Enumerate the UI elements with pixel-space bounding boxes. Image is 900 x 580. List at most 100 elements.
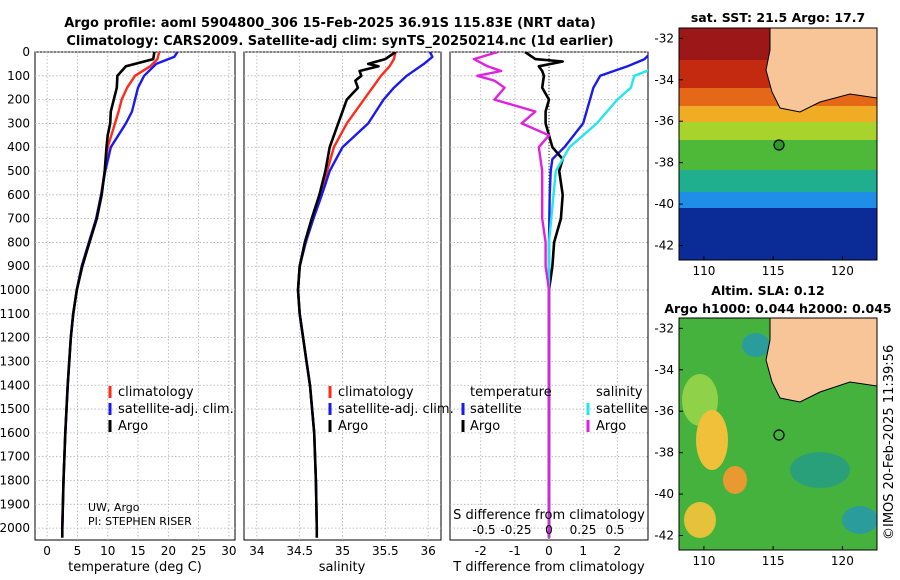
legend-label-climatology: climatology bbox=[118, 385, 194, 400]
x-tick-label: 1 bbox=[579, 544, 587, 558]
map2-axes: -32 -34 -36 -38 -40 -42 110 115 120 bbox=[654, 321, 853, 568]
sla-anomaly bbox=[742, 333, 770, 357]
lat-tick-label: -32 bbox=[654, 31, 674, 45]
lon-tick-label: 110 bbox=[692, 554, 715, 568]
sla-anomaly bbox=[842, 506, 877, 534]
lat-tick-label: -40 bbox=[654, 487, 674, 501]
x-tick-label: 35 bbox=[335, 544, 350, 558]
temperature-panel bbox=[34, 51, 236, 541]
lat-tick-label: -42 bbox=[654, 529, 674, 543]
map1-title: sat. SST: 21.5 Argo: 17.7 bbox=[691, 10, 865, 25]
x-tick-label: 34.5 bbox=[286, 544, 313, 558]
legend-label-satellite: satellite-adj. clim. bbox=[118, 402, 234, 417]
x-tick-label: 10 bbox=[100, 544, 115, 558]
depth-tick-label: 700 bbox=[7, 212, 30, 226]
lat-tick-label: -36 bbox=[654, 404, 674, 418]
lon-tick-label: 115 bbox=[762, 264, 785, 278]
depth-tick-label: 1800 bbox=[0, 473, 30, 487]
s-tick: 0.25 bbox=[570, 523, 597, 537]
attribution-line1: UW, Argo bbox=[88, 501, 140, 514]
depth-tick-label: 0 bbox=[22, 45, 30, 59]
temperature-legend: climatology satellite-adj. clim. Argo bbox=[108, 385, 234, 434]
imos-watermark: ©IMOS 20-Feb-2025 11:39:56 bbox=[882, 345, 897, 540]
legend-head-temperature: temperature bbox=[470, 385, 552, 400]
difference-xlabel: T difference from climatology bbox=[452, 560, 645, 575]
sst-map bbox=[679, 28, 877, 260]
series-line-argo bbox=[61, 52, 156, 538]
attribution-line2: PI: STEPHEN RISER bbox=[88, 515, 192, 528]
depth-tick-label: 900 bbox=[7, 259, 30, 273]
x-tick-label: 5 bbox=[74, 544, 82, 558]
depth-tick-label: 100 bbox=[7, 69, 30, 83]
x-tick-label: -2 bbox=[475, 544, 487, 558]
map1-frame bbox=[678, 27, 878, 261]
temperature-xlabel: temperature (deg C) bbox=[68, 560, 202, 575]
land-mass bbox=[765, 28, 877, 113]
map1-axes: -32 -34 -36 -38 -40 -42 110 115 120 bbox=[654, 31, 853, 278]
land-mass bbox=[765, 318, 877, 403]
s-tick: -0.5 bbox=[472, 523, 495, 537]
lon-tick-label: 120 bbox=[831, 554, 854, 568]
depth-tick-label: 500 bbox=[7, 164, 30, 178]
sst-band bbox=[679, 170, 877, 192]
legend-label-argo: Argo bbox=[338, 419, 368, 434]
legend-label-argo: Argo bbox=[118, 419, 148, 434]
argo-position-marker bbox=[773, 139, 785, 151]
sst-band bbox=[679, 192, 877, 208]
legend-label-climatology: climatology bbox=[338, 385, 414, 400]
lat-tick-label: -42 bbox=[654, 239, 674, 253]
depth-tick-label: 1700 bbox=[0, 450, 30, 464]
series-line-salinity-argo bbox=[472, 52, 551, 538]
x-tick-label: 0 bbox=[545, 544, 553, 558]
map2-title-line1: Altim. SLA: 0.12 bbox=[711, 283, 824, 298]
lon-tick-label: 120 bbox=[831, 264, 854, 278]
s-difference-label: S difference from climatology bbox=[453, 508, 645, 523]
depth-tick-label: 1600 bbox=[0, 426, 30, 440]
sla-anomaly bbox=[684, 502, 716, 538]
s-tick: 0.5 bbox=[605, 523, 624, 537]
sla-anomaly bbox=[723, 466, 747, 494]
x-tick-label: 34 bbox=[249, 544, 264, 558]
x-tick-label: 36 bbox=[421, 544, 436, 558]
lat-tick-label: -32 bbox=[654, 321, 674, 335]
map2-title-line2: Argo h1000: 0.044 h2000: 0.045 bbox=[664, 301, 891, 316]
legend-label-sal-satellite: satellite bbox=[596, 402, 648, 417]
s-tick: -0.25 bbox=[500, 523, 531, 537]
sla-map bbox=[679, 318, 877, 550]
figure-title-line1: Argo profile: aoml 5904800_306 15-Feb-20… bbox=[64, 16, 596, 31]
difference-legend: temperature salinity satellite Argo sate… bbox=[461, 385, 648, 434]
s-tick: 0 bbox=[545, 523, 553, 537]
x-tick-label: -1 bbox=[509, 544, 521, 558]
x-tick-label: 35.5 bbox=[372, 544, 399, 558]
legend-label-sal-argo: Argo bbox=[596, 419, 626, 434]
depth-tick-label: 1100 bbox=[0, 307, 30, 321]
depth-tick-label: 1900 bbox=[0, 497, 30, 511]
lon-tick-label: 115 bbox=[762, 554, 785, 568]
map2-frame bbox=[678, 317, 878, 551]
lon-tick-label: 110 bbox=[692, 264, 715, 278]
salinity-legend: climatology satellite-adj. clim. Argo bbox=[328, 385, 454, 434]
sla-anomaly bbox=[790, 452, 850, 488]
x-tick-label: 30 bbox=[221, 544, 236, 558]
x-tick-label: 20 bbox=[161, 544, 176, 558]
sst-band bbox=[679, 208, 877, 260]
argo-position-marker bbox=[773, 429, 785, 441]
depth-tick-label: 1400 bbox=[0, 378, 30, 392]
lat-tick-label: -34 bbox=[654, 363, 674, 377]
lat-tick-label: -40 bbox=[654, 197, 674, 211]
depth-tick-label: 2000 bbox=[0, 521, 30, 535]
depth-tick-label: 1000 bbox=[0, 283, 30, 297]
depth-tick-label: 800 bbox=[7, 235, 30, 249]
lat-tick-label: -34 bbox=[654, 73, 674, 87]
s-difference-ticks: -0.5 -0.25 0 0.25 0.5 bbox=[472, 523, 624, 537]
legend-head-salinity: salinity bbox=[596, 385, 643, 400]
sla-anomaly bbox=[696, 410, 728, 470]
legend-label-temp-argo: Argo bbox=[470, 419, 500, 434]
sst-band bbox=[679, 106, 877, 122]
sst-band bbox=[679, 122, 877, 140]
x-tick-label: 2 bbox=[613, 544, 621, 558]
lat-tick-label: -38 bbox=[654, 446, 674, 460]
figure-title-line2: Climatology: CARS2009. Satellite-adj cli… bbox=[66, 34, 613, 49]
depth-tick-label: 300 bbox=[7, 116, 30, 130]
